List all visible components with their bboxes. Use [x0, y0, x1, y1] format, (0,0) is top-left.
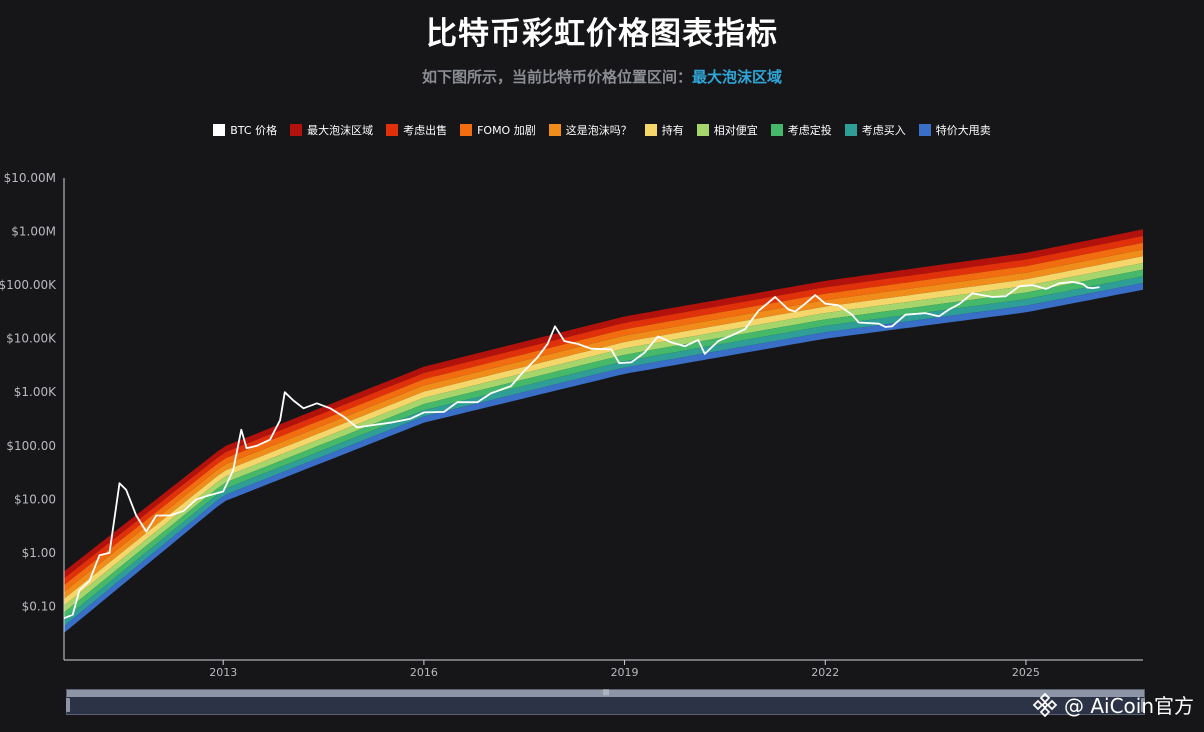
page-subtitle: 如下图所示，当前比特币价格位置区间：最大泡沫区域 — [0, 66, 1204, 87]
legend-swatch-icon — [696, 124, 709, 136]
y-tick-label: $10.00K — [6, 332, 57, 346]
legend-label: 特价大甩卖 — [935, 124, 991, 137]
x-tick-label: 2016 — [410, 666, 438, 679]
zoom-handle-right[interactable] — [1141, 698, 1145, 712]
x-tick-label: 2025 — [1012, 666, 1040, 679]
legend-swatch-icon — [844, 124, 857, 136]
chart-legend: BTC 价格 最大泡沫区域 考虑出售 FOMO 加剧 这是泡沫吗？ 持有 相对便… — [0, 122, 1204, 138]
y-axis-ticks: $10.00M $1.00M $100.00K $10.00K $1.00K $100.0… — [0, 171, 57, 613]
zoom-slider[interactable]: ||| — [66, 689, 1145, 715]
y-tick-label: $100.00K — [0, 278, 57, 292]
btc-price-line — [63, 281, 1100, 620]
legend-label: 考虑买入 — [861, 124, 906, 137]
legend-item-fomo[interactable]: FOMO 加剧 — [460, 122, 536, 138]
x-tick-label: 2019 — [611, 666, 639, 679]
legend-item-max-bubble[interactable]: 最大泡沫区域 — [290, 122, 373, 138]
y-tick-label: $100.00 — [6, 439, 56, 453]
legend-item-is-bubble[interactable]: 这是泡沫吗？ — [548, 122, 632, 138]
x-axis-ticks: 2013 2016 2019 2022 2025 — [209, 660, 1040, 679]
chart-axes — [63, 178, 1143, 661]
watermark: @ AiCoin官方 — [1032, 690, 1194, 719]
page-title: 比特币彩虹价格图表指标 — [426, 16, 778, 52]
legend-label: 考虑定投 — [787, 124, 832, 137]
zoom-handle-left[interactable] — [66, 698, 70, 712]
binance-diamond-icon — [1032, 692, 1058, 717]
y-tick-label: $1.00K — [14, 385, 57, 399]
y-tick-label: $10.00 — [14, 492, 56, 506]
legend-swatch-icon — [644, 124, 657, 136]
legend-label: 这是泡沫吗？ — [565, 124, 632, 137]
rainbow-bands — [64, 229, 1143, 633]
legend-item-consider-dca[interactable]: 考虑定投 — [770, 122, 832, 138]
watermark-text: @ AiCoin官方 — [1063, 694, 1194, 718]
subtitle-prefix: 如下图所示，当前比特币价格位置区间： — [421, 68, 692, 86]
legend-swatch-icon — [386, 124, 399, 136]
y-tick-label: $1.00M — [11, 225, 56, 239]
legend-item-consider-selling[interactable]: 考虑出售 — [386, 122, 447, 138]
legend-label: 最大泡沫区域 — [307, 124, 374, 137]
legend-label: 考虑出售 — [403, 124, 448, 137]
zoom-slider-bar[interactable] — [67, 690, 1144, 697]
legend-swatch-icon — [213, 124, 226, 136]
current-zone-highlight: 最大泡沫区域 — [692, 68, 783, 86]
legend-item-hold[interactable]: 持有 — [644, 122, 684, 138]
legend-item-btc-price[interactable]: BTC 价格 — [213, 122, 277, 138]
legend-swatch-icon — [460, 124, 473, 136]
x-tick-label: 2013 — [209, 666, 237, 679]
legend-swatch-icon — [548, 124, 561, 136]
legend-label: 持有 — [661, 124, 684, 137]
btc-price-series — [63, 281, 1100, 620]
legend-item-consider-buying[interactable]: 考虑买入 — [844, 122, 906, 138]
y-tick-label: $10.00M — [4, 171, 56, 185]
legend-label: 相对便宜 — [713, 124, 758, 137]
y-tick-label: $0.10 — [22, 599, 56, 613]
legend-item-relatively-cheap[interactable]: 相对便宜 — [696, 122, 758, 138]
legend-label: FOMO 加剧 — [477, 124, 536, 137]
legend-item-fire-sale[interactable]: 特价大甩卖 — [918, 122, 991, 138]
legend-label: BTC 价格 — [230, 124, 278, 137]
y-tick-label: $1.00 — [22, 546, 56, 560]
legend-swatch-icon — [918, 124, 931, 136]
legend-swatch-icon — [290, 124, 303, 136]
zoom-grip-icon[interactable]: ||| — [602, 689, 610, 696]
legend-swatch-icon — [770, 124, 783, 136]
x-tick-label: 2022 — [811, 666, 839, 679]
